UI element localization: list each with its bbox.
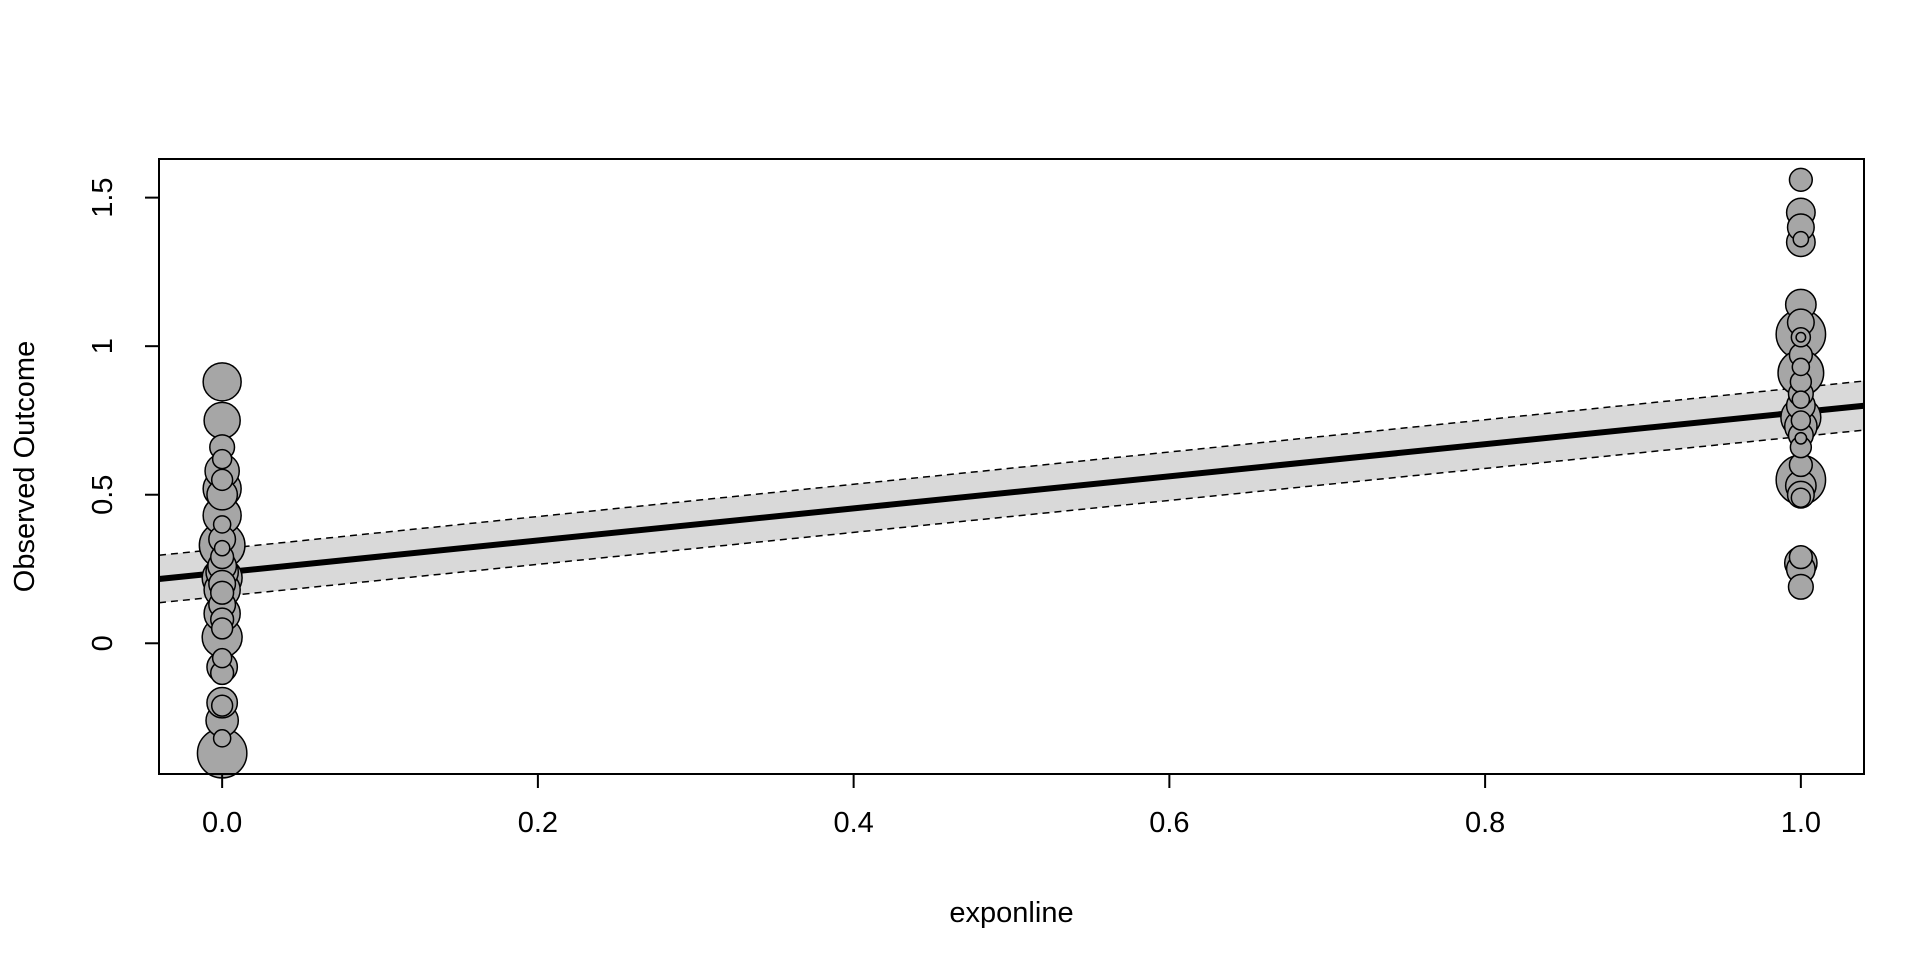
upper-ci-line: [158, 380, 1865, 556]
y-tick-label: 1.5: [87, 177, 119, 217]
data-point: [1794, 431, 1808, 445]
y-axis-label: Observed Outcome: [9, 341, 41, 592]
data-point: [211, 647, 233, 669]
x-tick-label: 0.8: [1465, 807, 1505, 839]
y-axis: 0 0.5 1 1.5: [87, 177, 160, 651]
x-tick-label: 0.2: [518, 807, 558, 839]
data-point: [210, 617, 234, 640]
x-tick-label: 0.6: [1149, 807, 1189, 839]
x-tick-label: 0.4: [833, 807, 873, 839]
data-point: [209, 580, 235, 605]
data-point: [203, 401, 241, 440]
data-point: [1788, 167, 1814, 192]
regression-line: [158, 402, 1865, 582]
x-axis: 0.0 0.2 0.4 0.6 0.8 1.0: [202, 773, 1821, 839]
regression-line-layer: [158, 402, 1865, 582]
y-tick-label: 0.5: [87, 475, 119, 515]
data-point: [1787, 573, 1814, 600]
data-point: [1790, 487, 1812, 508]
data-point: [1790, 410, 1812, 431]
data-point: [202, 362, 242, 402]
data-points-layer: [196, 167, 1827, 779]
x-tick-label: 1.0: [1781, 807, 1821, 839]
data-point: [210, 468, 234, 492]
data-point: [213, 539, 231, 557]
data-point: [1795, 331, 1807, 343]
data-point: [1791, 390, 1811, 409]
data-point: [212, 515, 232, 534]
x-tick-label: 0.0: [202, 807, 242, 839]
data-point: [1792, 230, 1810, 248]
y-tick-label: 0: [87, 635, 119, 651]
y-tick-label: 1: [87, 338, 119, 354]
data-point: [1791, 357, 1811, 377]
plot-frame: [158, 158, 1865, 775]
data-point: [212, 729, 232, 748]
data-point: [1788, 544, 1814, 570]
x-axis-label: exponline: [949, 897, 1073, 929]
data-point: [210, 694, 234, 717]
data-point: [211, 448, 233, 470]
lower-ci-line: [158, 429, 1865, 604]
